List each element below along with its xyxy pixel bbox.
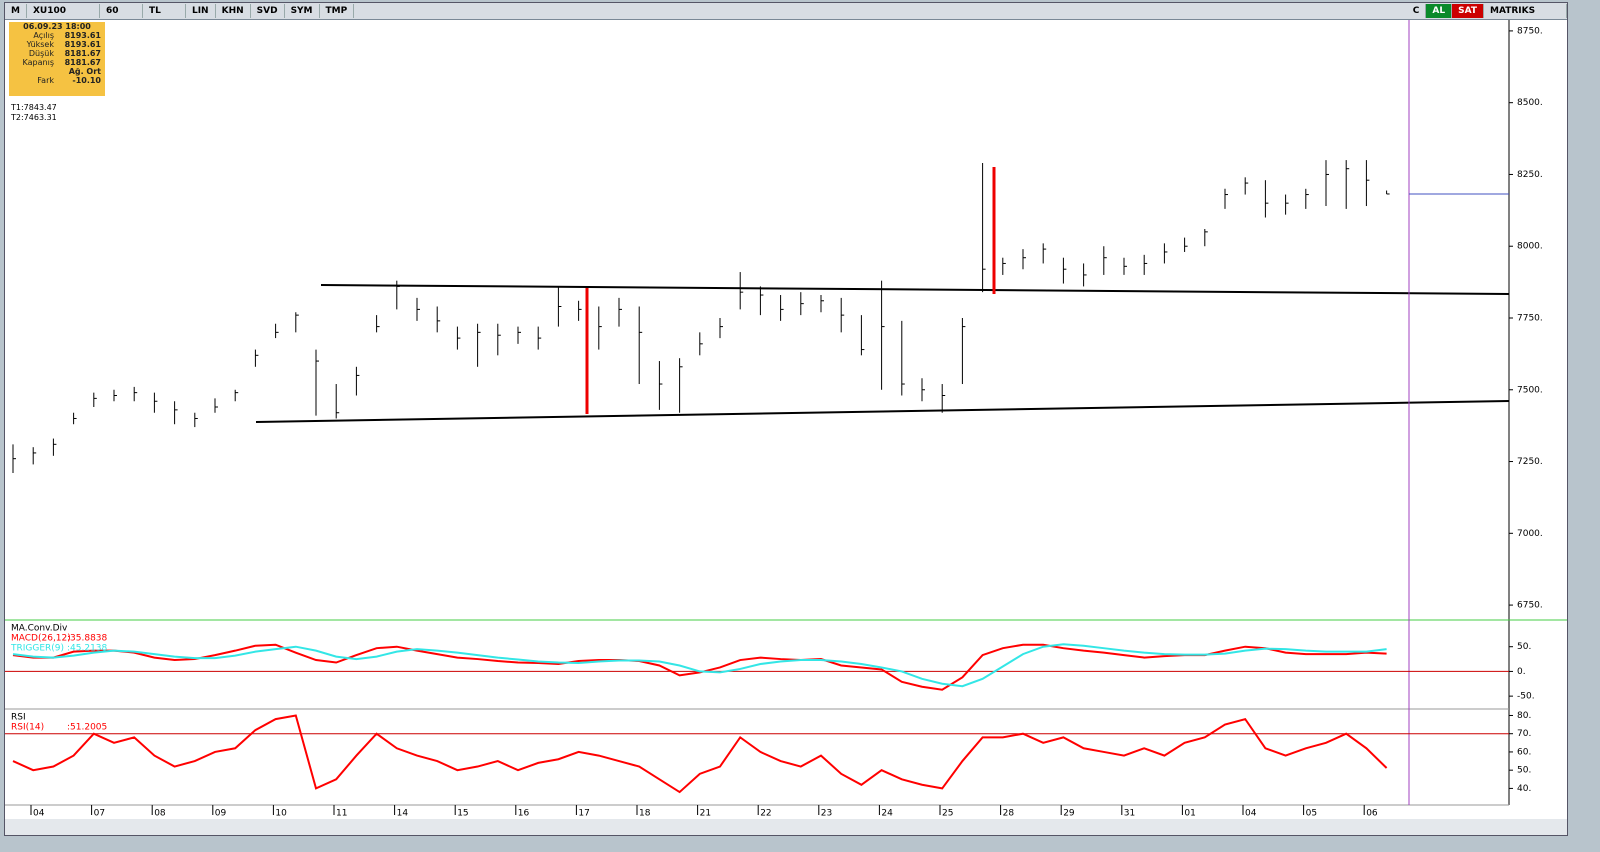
info-row: Düşük 8181.67 <box>9 49 105 58</box>
x-tick-label: 21 <box>700 809 711 819</box>
info-value: 8181.67 <box>64 58 101 67</box>
y-tick-label: 8000. <box>1517 242 1543 252</box>
x-tick-label: 17 <box>578 809 589 819</box>
info-label: Ağ. Ort <box>68 67 101 76</box>
symbol[interactable]: XU100 <box>27 4 100 18</box>
legend-name: MACD(26,12) <box>11 634 71 644</box>
x-tick-label: 16 <box>518 809 530 819</box>
y-tick-label: -50. <box>1517 692 1535 702</box>
period[interactable]: 60 <box>100 4 143 18</box>
legend-value: :51.2005 <box>67 723 107 733</box>
legend-value: :45.2138 <box>67 644 108 654</box>
legend-value: :35.8838 <box>67 634 108 644</box>
info-value: -10.10 <box>72 76 101 85</box>
x-tick-label: 24 <box>881 809 893 819</box>
x-tick-label: 25 <box>942 809 953 819</box>
x-tick-label: 09 <box>215 809 227 819</box>
brand: MATRIKS <box>1484 4 1567 18</box>
x-tick-label: 14 <box>397 809 409 819</box>
toolbar-right: C AL SAT MATRIKS <box>1407 4 1567 18</box>
info-row: Fark -10.10 <box>9 76 105 85</box>
legend-name: TRIGGER(9) <box>10 644 64 654</box>
y-tick-label: 8750. <box>1517 26 1543 36</box>
info-value: 8181.67 <box>64 49 101 58</box>
currency[interactable]: TL <box>143 4 186 18</box>
panel-title: MA.Conv.Div <box>11 624 68 634</box>
y-tick-label: 8500. <box>1517 98 1543 108</box>
x-tick-label: 28 <box>1003 809 1015 819</box>
x-tick-label: 08 <box>154 809 166 819</box>
scrollbar[interactable] <box>5 819 1567 835</box>
info-row: Ağ. Ort <box>9 67 105 76</box>
x-tick-label: 31 <box>1124 809 1135 819</box>
y-tick-label: 70. <box>1517 729 1531 739</box>
x-tick-label: 15 <box>457 809 468 819</box>
x-tick-label: 18 <box>639 809 651 819</box>
target-text: T2:7463.31 <box>11 113 57 122</box>
x-tick-label: 04 <box>33 809 45 819</box>
y-tick-label: 7750. <box>1517 313 1543 323</box>
info-label: Yüksek <box>26 40 54 49</box>
toolbar: M XU100 60 TL LIN KHN SVD SYM TMP C AL S… <box>5 3 1567 20</box>
tool-button[interactable]: SYM <box>285 4 320 18</box>
series-line <box>12 714 1388 794</box>
info-row: Kapanış 8181.67 <box>9 58 105 67</box>
x-tick-label: 04 <box>1245 809 1257 819</box>
legend-name: RSI(14) <box>11 723 44 733</box>
info-box: 06.09.23 18:00 Açılış 8193.61 Yüksek 8193.6… <box>9 22 105 96</box>
x-tick-label: 06 <box>1366 809 1378 819</box>
sell-button[interactable]: SAT <box>1452 4 1484 18</box>
info-date: 06.09.23 18:00 <box>23 22 91 31</box>
x-tick-label: 23 <box>821 809 832 819</box>
info-label: Fark <box>37 76 54 85</box>
y-tick-label: 7250. <box>1517 457 1543 467</box>
tool-button[interactable]: C <box>1407 4 1427 18</box>
targets: T1:7843.47 T2:7463.31 <box>11 103 57 123</box>
info-row: Yüksek 8193.61 <box>9 40 105 49</box>
logo[interactable]: M <box>5 4 27 18</box>
info-label: Düşük <box>28 49 54 58</box>
x-tick-label: 10 <box>275 809 287 819</box>
trend-line <box>255 400 1510 423</box>
y-tick-label: 6750. <box>1517 601 1543 611</box>
y-tick-label: 7500. <box>1517 385 1543 395</box>
y-tick-label: 60. <box>1517 747 1531 757</box>
x-tick-label: 07 <box>94 809 105 819</box>
x-tick-label: 05 <box>1306 809 1317 819</box>
info-row: Açılış 8193.61 <box>9 31 105 40</box>
trend-line <box>320 284 1510 295</box>
tool-button[interactable]: TMP <box>320 4 355 18</box>
info-value: 8193.61 <box>64 31 101 40</box>
tool-button[interactable]: SVD <box>251 4 285 18</box>
y-tick-label: 0. <box>1517 667 1526 677</box>
x-tick-label: 22 <box>760 809 771 819</box>
series-line <box>12 643 1387 691</box>
x-tick-label: 01 <box>1184 809 1195 819</box>
tool-button[interactable]: LIN <box>186 4 216 18</box>
chart-area: 8750. 8500. 8250. 8000. 7750. 7500. 7250. 7000.… <box>5 20 1567 835</box>
panel-title: RSI <box>11 713 26 723</box>
y-tick-label: 80. <box>1517 711 1531 721</box>
info-value: 8193.61 <box>64 40 101 49</box>
buy-button[interactable]: AL <box>1426 4 1453 18</box>
y-tick-label: 50. <box>1517 642 1531 652</box>
chart-window: M XU100 60 TL LIN KHN SVD SYM TMP C AL S… <box>4 2 1568 836</box>
y-tick-label: 7000. <box>1517 529 1543 539</box>
y-tick-label: 50. <box>1517 766 1531 776</box>
info-label: Kapanış <box>22 58 54 67</box>
y-tick-label: 40. <box>1517 784 1531 794</box>
series-line <box>12 643 1387 688</box>
tool-button[interactable]: KHN <box>216 4 251 18</box>
target-text: T1:7843.47 <box>11 103 57 112</box>
x-tick-label: 29 <box>1063 809 1075 819</box>
x-tick-label: 11 <box>336 809 347 819</box>
y-tick-label: 8250. <box>1517 170 1543 180</box>
info-label: Açılış <box>33 31 54 40</box>
